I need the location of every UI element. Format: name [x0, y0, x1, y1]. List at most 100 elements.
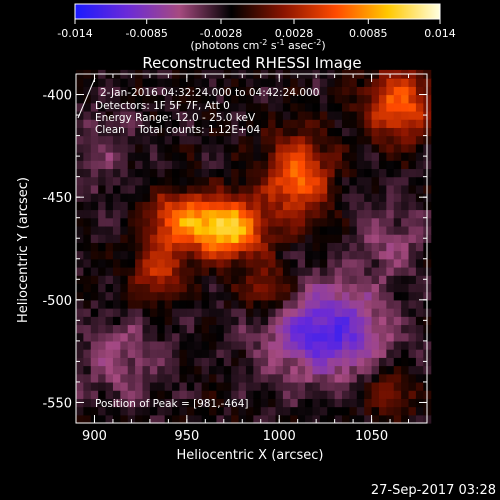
heatmap-cell — [223, 225, 232, 235]
heatmap-cell — [342, 152, 351, 161]
heatmap-cell — [297, 176, 306, 186]
annotation-detectors: Detectors: 1F 5F 7F, Att 0 — [95, 100, 230, 112]
heatmap-cell — [231, 349, 240, 358]
heatmap-cell — [371, 299, 380, 309]
heatmap-cell — [90, 406, 99, 416]
heatmap-cell — [305, 135, 314, 145]
heatmap-cell — [364, 242, 373, 252]
heatmap-cell — [245, 398, 254, 408]
heatmap-cell — [386, 78, 395, 87]
heatmap-cell — [201, 225, 210, 235]
heatmap-cell — [342, 365, 351, 375]
heatmap-cell — [98, 299, 107, 309]
heatmap-cell — [179, 119, 188, 128]
heatmap-cell — [260, 406, 269, 416]
heatmap-cell — [327, 266, 336, 276]
heatmap-cell — [223, 340, 232, 350]
heatmap-cell — [194, 299, 203, 309]
heatmap-cell — [216, 357, 225, 367]
heatmap-cell — [290, 357, 299, 367]
heatmap-cell — [164, 234, 173, 243]
heatmap-cell — [327, 299, 336, 309]
heatmap-cell — [342, 414, 351, 424]
heatmap-cell — [371, 209, 380, 219]
heatmap-cell — [282, 266, 291, 276]
heatmap-cell — [231, 86, 240, 96]
heatmap-cell — [260, 135, 269, 145]
heatmap-cell — [127, 283, 136, 293]
heatmap-cell — [76, 127, 84, 137]
heatmap-cell — [157, 332, 166, 342]
heatmap-cell — [305, 299, 314, 309]
heatmap-cell — [327, 184, 336, 194]
heatmap-cell — [157, 119, 166, 128]
heatmap-cell — [297, 127, 306, 137]
heatmap-cell — [245, 135, 254, 145]
heatmap-cell — [268, 143, 277, 153]
heatmap-cell — [371, 94, 380, 104]
heatmap-cell — [349, 127, 358, 137]
heatmap-cell — [172, 283, 181, 293]
heatmap-cell — [194, 209, 203, 219]
heatmap-cell — [98, 143, 107, 153]
heatmap-cell — [364, 209, 373, 219]
heatmap-cell — [120, 242, 129, 252]
heatmap-cell — [90, 110, 99, 120]
heatmap-cell — [98, 119, 107, 128]
heatmap-cell — [83, 250, 92, 260]
heatmap-cell — [378, 340, 387, 350]
heatmap-cell — [297, 373, 306, 383]
heatmap-cell — [231, 398, 240, 408]
heatmap-cell — [194, 234, 203, 243]
heatmap-cell — [201, 209, 210, 219]
heatmap-cell — [371, 86, 380, 96]
heatmap-cell — [364, 258, 373, 268]
heatmap-cell — [364, 365, 373, 375]
heatmap-cell — [334, 184, 343, 194]
heatmap-cell — [201, 127, 210, 137]
heatmap-cell — [179, 340, 188, 350]
heatmap-cell — [120, 78, 129, 87]
heatmap-cell — [201, 135, 210, 145]
heatmap-cell — [127, 119, 136, 128]
heatmap-cell — [327, 209, 336, 219]
heatmap-cell — [253, 373, 262, 383]
heatmap-cell — [209, 119, 217, 128]
heatmap-cell — [349, 406, 358, 416]
heatmap-cell — [194, 283, 203, 293]
heatmap-cell — [275, 152, 284, 161]
timestamp: 27-Sep-2017 03:28 — [370, 483, 496, 498]
heatmap-cell — [356, 266, 365, 276]
heatmap-cell — [120, 110, 129, 120]
heatmap-cell — [157, 299, 166, 309]
heatmap-cell — [112, 168, 121, 178]
heatmap-cell — [327, 373, 336, 383]
heatmap-cell — [253, 234, 262, 243]
heatmap-cell — [393, 291, 402, 301]
heatmap-cell — [216, 78, 225, 87]
heatmap-cell — [408, 324, 417, 334]
heatmap-cell — [98, 184, 107, 194]
heatmap-cell — [179, 168, 188, 178]
heatmap-cell — [334, 299, 343, 309]
heatmap-cell — [209, 209, 217, 219]
heatmap-cell — [364, 127, 373, 137]
heatmap-cell — [401, 299, 410, 309]
heatmap-cell — [98, 152, 107, 161]
heatmap-cell — [179, 365, 188, 375]
heatmap-cell — [164, 373, 173, 383]
heatmap-cell — [157, 225, 166, 235]
heatmap-cell — [245, 127, 254, 137]
heatmap-cell — [371, 406, 380, 416]
heatmap-cell — [149, 225, 158, 235]
heatmap-cell — [120, 193, 129, 202]
heatmap-cell — [245, 250, 254, 260]
heatmap-cell — [201, 316, 210, 326]
heatmap-cell — [297, 308, 306, 317]
heatmap-cell — [305, 119, 314, 128]
heatmap-cell — [209, 258, 217, 268]
heatmap-cell — [268, 283, 277, 293]
heatmap-cell — [401, 127, 410, 137]
heatmap-cell — [268, 86, 277, 96]
heatmap-cell — [408, 152, 417, 161]
